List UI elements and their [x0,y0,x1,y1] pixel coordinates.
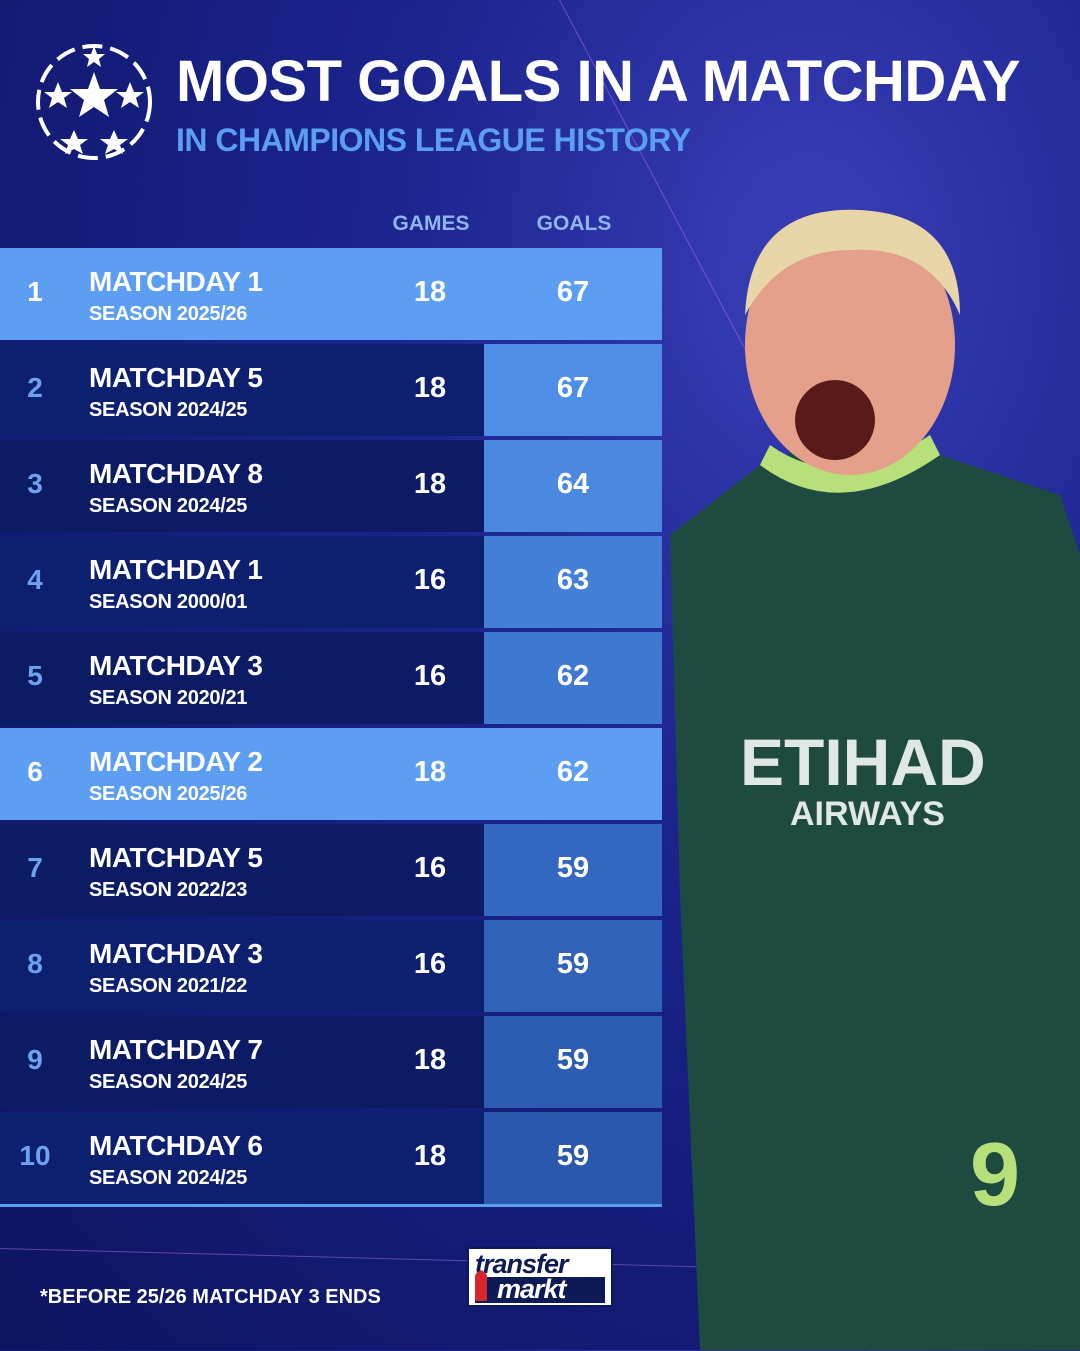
games-value: 16 [413,852,447,884]
season-label: SEASON 2025/26 [89,303,248,325]
player-figure-icon [475,1271,487,1301]
goals-value: 59 [556,852,590,884]
table-row: 10 MATCHDAY 6 SEASON 2024/25 18 59 [0,1112,662,1204]
matchday-label: MATCHDAY 1 [89,266,263,297]
transfermarkt-logo: transfer markt [467,1247,613,1307]
table-row: 8 MATCHDAY 3 SEASON 2021/22 16 59 [0,920,662,1012]
page-subtitle: IN CHAMPIONS LEAGUE HISTORY [176,122,691,158]
goals-cell-bg [484,536,662,628]
matchday-label: MATCHDAY 7 [89,1034,263,1065]
table-row: 4 MATCHDAY 1 SEASON 2000/01 16 63 [0,536,662,628]
page-title: MOST GOALS IN A MATCHDAY [176,49,1021,114]
games-value: 18 [413,468,447,500]
goals-cell-bg [484,1016,662,1108]
brand-line1: transfer [475,1249,569,1279]
games-value: 18 [413,276,447,308]
rank: 9 [27,1044,43,1075]
goals-cell-bg [484,440,662,532]
matchday-label: MATCHDAY 6 [89,1130,263,1161]
player-photo: ETIHAD AIRWAYS 9 [670,209,1080,1350]
matchday-label: MATCHDAY 8 [89,458,263,489]
table-row: 1 MATCHDAY 1 SEASON 2025/26 18 67 [0,248,662,340]
goals-value: 67 [556,276,590,308]
rank: 6 [27,756,43,787]
footnote: *BEFORE 25/26 MATCHDAY 3 ENDS [40,1286,381,1308]
season-label: SEASON 2024/25 [89,1167,248,1189]
rank: 10 [19,1140,51,1171]
matchday-label: MATCHDAY 5 [89,842,263,873]
season-label: SEASON 2024/25 [89,495,248,517]
season-label: SEASON 2021/22 [89,975,248,997]
brand-line2: markt [497,1274,567,1304]
rank: 5 [27,660,43,691]
matchday-label: MATCHDAY 5 [89,362,263,393]
season-label: SEASON 2020/21 [89,687,248,709]
matchday-label: MATCHDAY 3 [89,938,263,969]
rank: 7 [27,852,43,883]
goals-value: 59 [556,948,590,980]
goals-cell-bg [484,344,662,436]
goals-value: 63 [556,564,590,596]
goals-cell-bg [484,632,662,724]
goals-value: 62 [556,756,590,788]
season-label: SEASON 2024/25 [89,1071,248,1093]
rank: 1 [27,276,43,307]
goals-cell-bg [484,1112,662,1204]
goals-value: 67 [556,372,590,404]
column-header-goals: GOALS [536,212,612,235]
rank: 3 [27,468,43,499]
svg-text:9: 9 [970,1125,1020,1225]
rank: 4 [27,564,43,595]
goals-value: 64 [556,468,590,500]
svg-text:ETIHAD: ETIHAD [740,725,986,799]
games-value: 18 [413,756,447,788]
season-label: SEASON 2022/23 [89,879,248,901]
games-value: 16 [413,948,447,980]
svg-text:AIRWAYS: AIRWAYS [790,795,945,833]
goals-value: 59 [556,1140,590,1172]
goals-value: 59 [556,1044,590,1076]
column-header-games: GAMES [392,212,470,235]
table-row: 9 MATCHDAY 7 SEASON 2024/25 18 59 [0,1016,662,1108]
season-label: SEASON 2024/25 [89,399,248,421]
games-value: 18 [413,1140,447,1172]
brand-line2-box: markt [475,1274,605,1304]
matchday-label: MATCHDAY 2 [89,746,263,777]
table-row: 3 MATCHDAY 8 SEASON 2024/25 18 64 [0,440,662,532]
season-label: SEASON 2000/01 [89,591,248,613]
games-value: 18 [413,1044,447,1076]
season-label: SEASON 2025/26 [89,783,248,805]
games-value: 16 [413,660,447,692]
matchday-label: MATCHDAY 1 [89,554,263,585]
table-bottom-line [0,1204,662,1207]
goals-cell-bg [484,824,662,916]
table-row: 5 MATCHDAY 3 SEASON 2020/21 16 62 [0,632,662,724]
champions-league-logo-icon [36,44,152,160]
games-value: 18 [413,372,447,404]
rank: 8 [27,948,43,979]
goals-value: 62 [556,660,590,692]
matchday-label: MATCHDAY 3 [89,650,263,681]
games-value: 16 [413,564,447,596]
table-row: 2 MATCHDAY 5 SEASON 2024/25 18 67 [0,344,662,436]
table-row: 7 MATCHDAY 5 SEASON 2022/23 16 59 [0,824,662,916]
table-row: 6 MATCHDAY 2 SEASON 2025/26 18 62 [0,728,662,820]
goals-cell-bg [484,920,662,1012]
rank: 2 [27,372,43,403]
